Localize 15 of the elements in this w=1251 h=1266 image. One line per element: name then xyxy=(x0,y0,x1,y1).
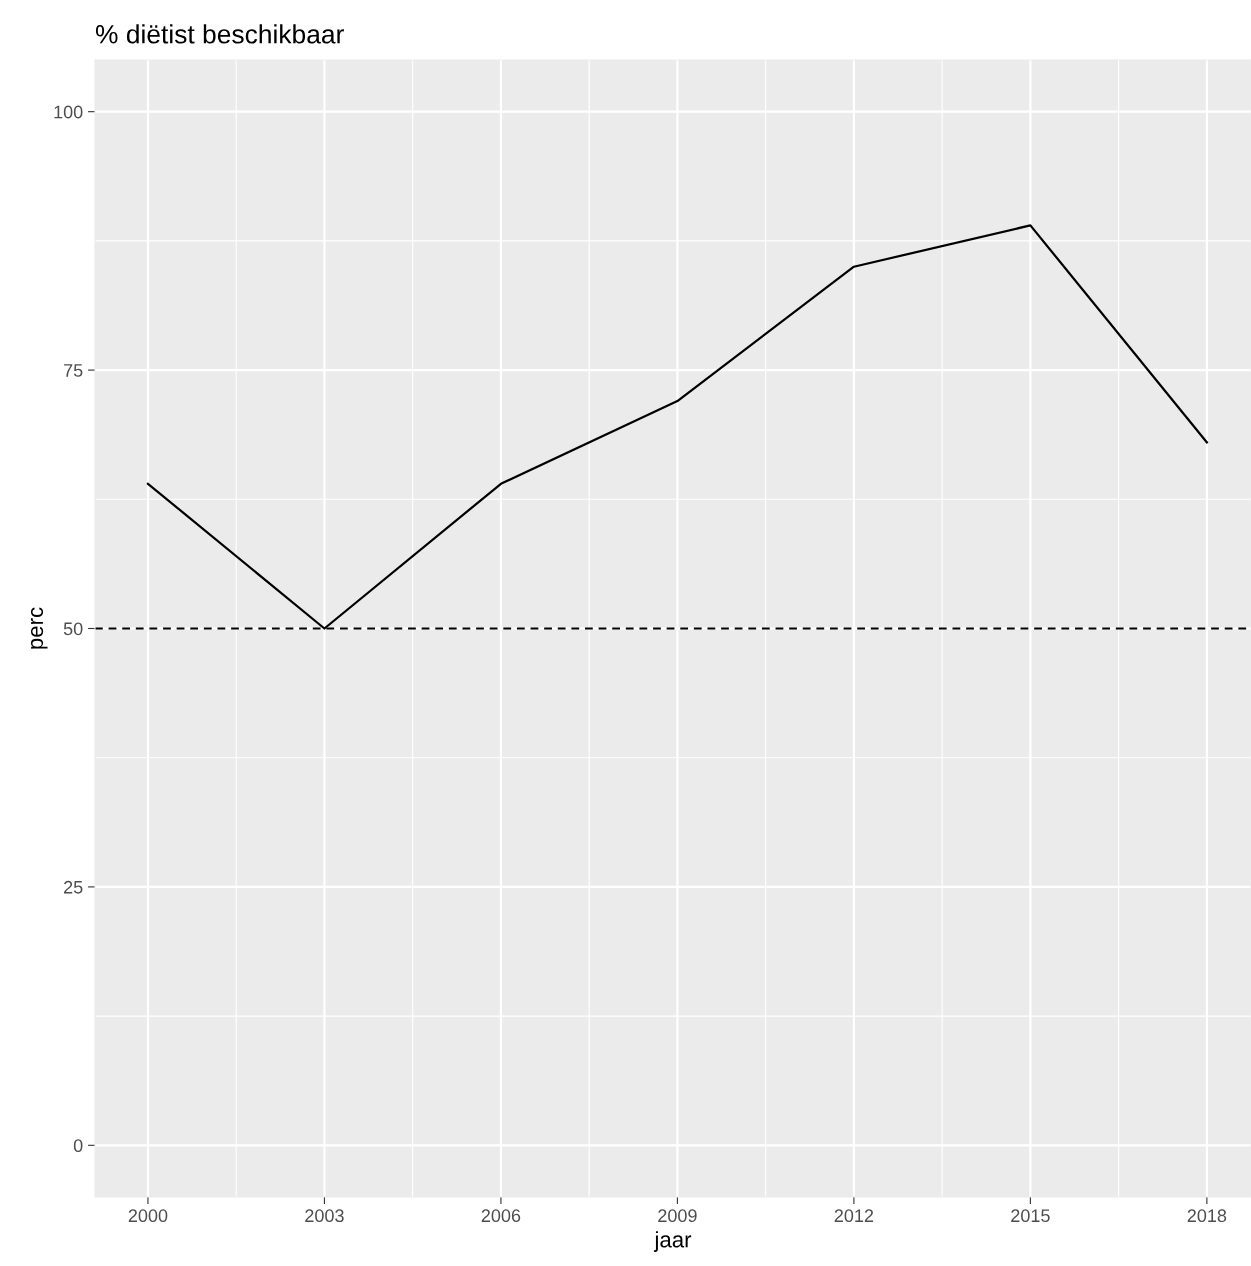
y-tick-label: 75 xyxy=(64,364,83,377)
y-axis-title: perc xyxy=(30,607,48,649)
x-tick-label: 2006 xyxy=(481,1209,521,1223)
y-tick-label: 25 xyxy=(64,880,83,894)
y-tick-label: 0 xyxy=(73,1139,83,1153)
x-tick-label: 2015 xyxy=(1011,1209,1050,1223)
chart-title: % diëtist beschikbaar xyxy=(95,24,344,44)
x-tick-label: 2018 xyxy=(1187,1209,1227,1223)
y-tick-label: 50 xyxy=(63,622,83,636)
x-axis-title: jaar xyxy=(653,1231,692,1252)
y-tick-label: 100 xyxy=(54,105,83,119)
x-tick-label: 2003 xyxy=(305,1209,344,1223)
x-tick-label: 2012 xyxy=(834,1209,874,1223)
x-tick-label: 2009 xyxy=(658,1209,697,1223)
x-tick-label: 2000 xyxy=(128,1209,168,1223)
